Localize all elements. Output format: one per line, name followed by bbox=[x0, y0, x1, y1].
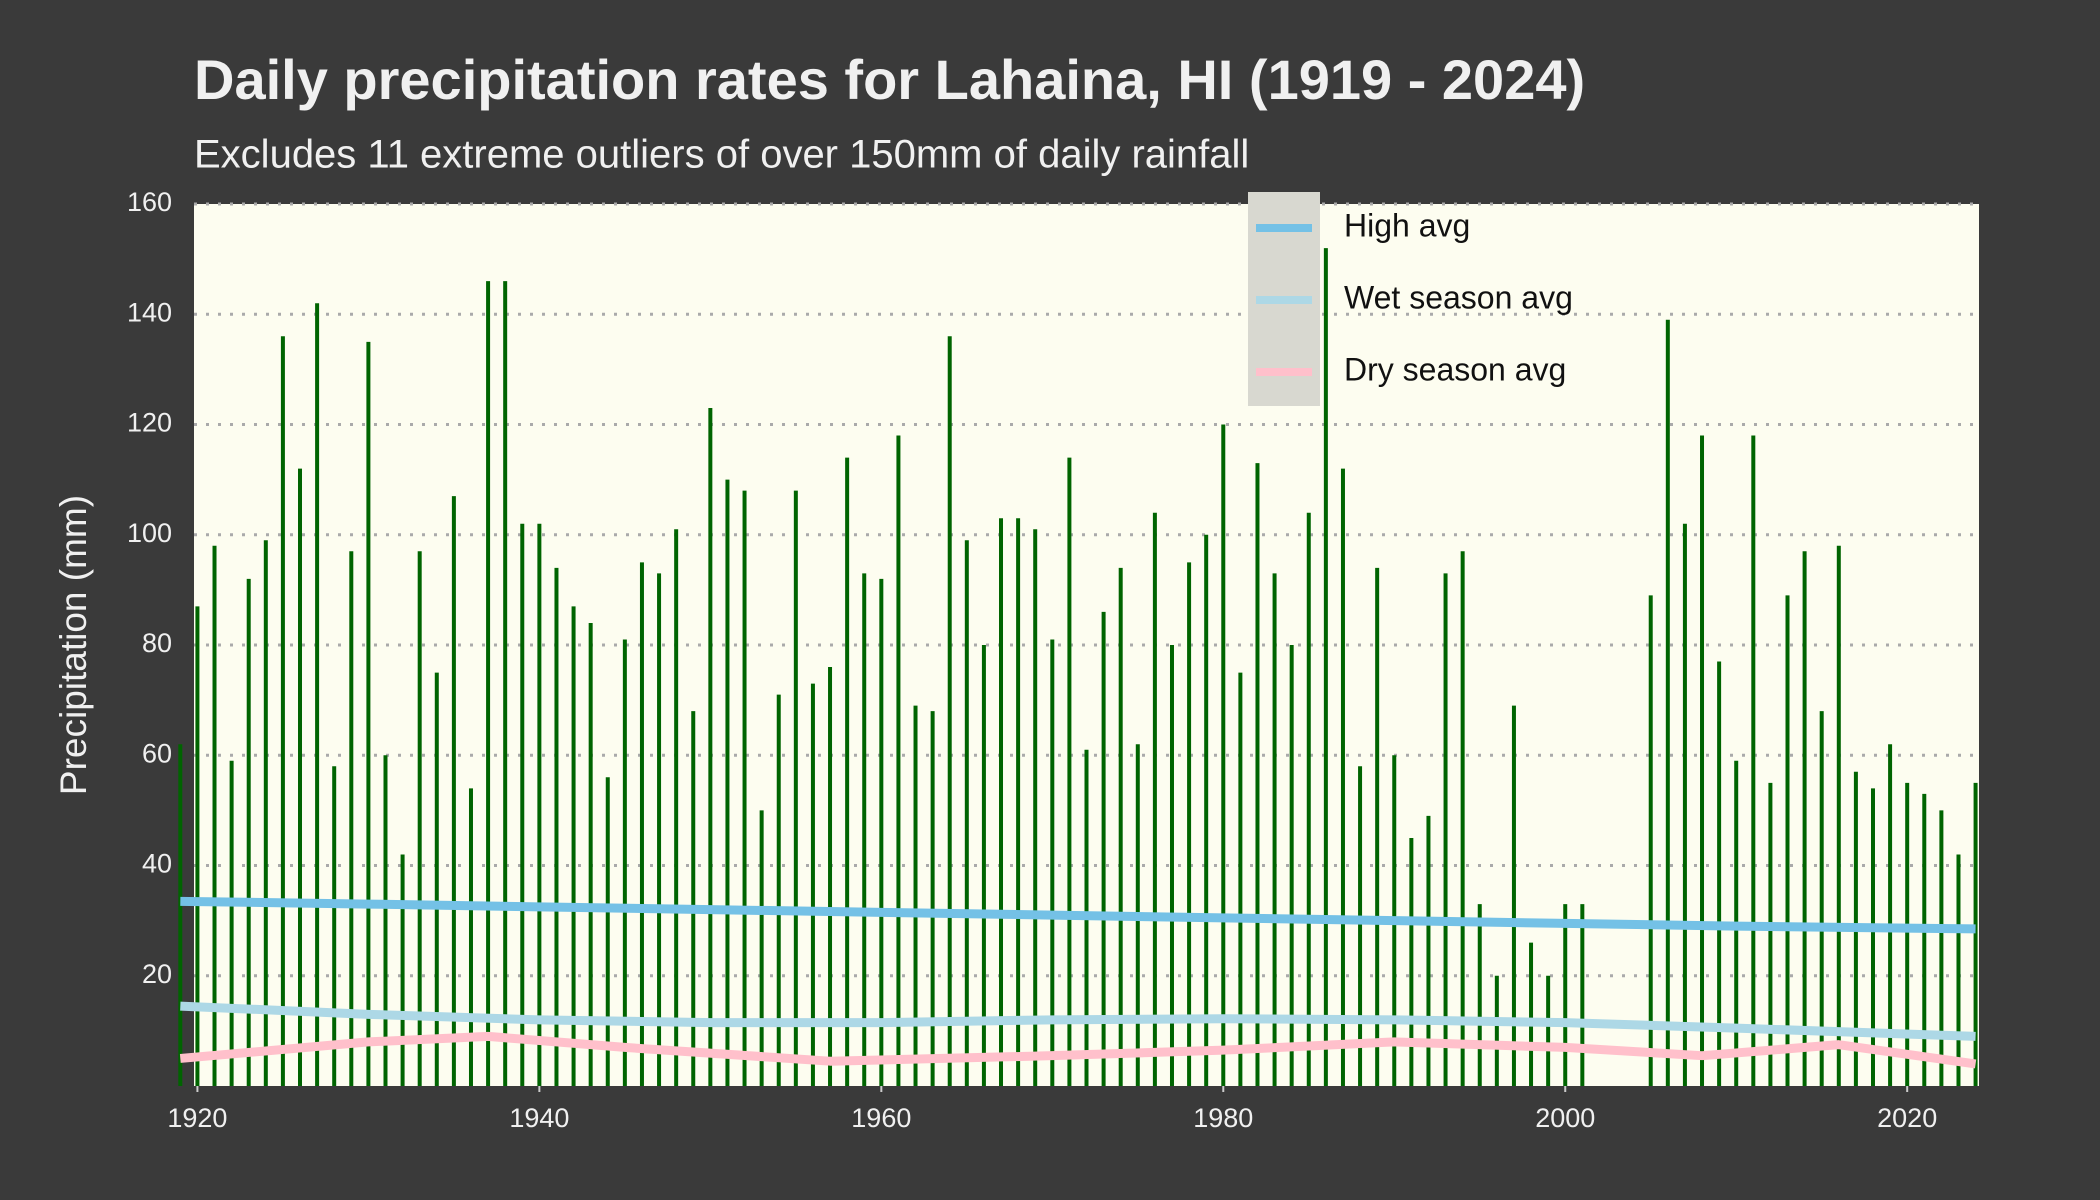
x-tick-label: 1940 bbox=[509, 1103, 569, 1133]
y-tick-label: 140 bbox=[127, 297, 172, 327]
legend-label: Wet season avg bbox=[1344, 279, 1573, 315]
x-tick-label: 2020 bbox=[1877, 1103, 1937, 1133]
x-tick-label: 1920 bbox=[167, 1103, 227, 1133]
y-tick-label: 60 bbox=[142, 738, 172, 768]
trend-line bbox=[179, 1031, 1977, 1069]
x-tick-label: 1980 bbox=[1193, 1103, 1253, 1133]
trend-line bbox=[180, 1001, 1976, 1041]
x-tick-label: 2000 bbox=[1535, 1103, 1595, 1133]
y-axis-label: Precipitation (mm) bbox=[53, 495, 94, 795]
y-tick-label: 20 bbox=[142, 959, 172, 989]
y-tick-label: 120 bbox=[127, 408, 172, 438]
trend-line bbox=[180, 896, 1976, 934]
x-tick-label: 1960 bbox=[851, 1103, 911, 1133]
chart-title: Daily precipitation rates for Lahaina, H… bbox=[194, 48, 1585, 111]
y-tick-label: 100 bbox=[127, 518, 172, 548]
y-tick-label: 160 bbox=[127, 187, 172, 217]
y-tick-label: 80 bbox=[142, 628, 172, 658]
legend-label: High avg bbox=[1344, 207, 1470, 243]
legend-label: Dry season avg bbox=[1344, 351, 1566, 387]
chart-subtitle: Excludes 11 extreme outliers of over 150… bbox=[194, 133, 1249, 177]
y-tick-label: 40 bbox=[142, 849, 172, 879]
